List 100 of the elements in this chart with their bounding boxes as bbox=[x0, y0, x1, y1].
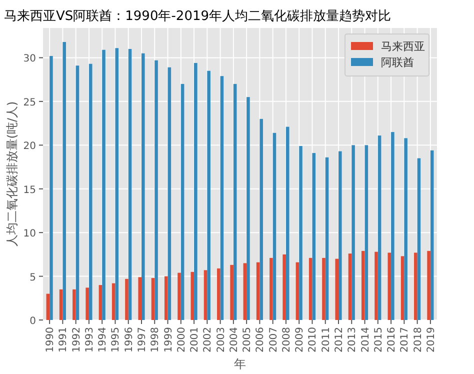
y-axis-title: 人均二氧化碳排放量(吨/人) bbox=[5, 101, 19, 247]
x-tick-label: 1999 bbox=[163, 327, 174, 352]
y-tick-label: 25 bbox=[23, 97, 36, 108]
x-tick-label: 2014 bbox=[360, 327, 372, 352]
bar bbox=[76, 66, 80, 320]
x-axis-title: 年 bbox=[234, 357, 246, 371]
x-tick-label: 2015 bbox=[373, 327, 384, 352]
bar bbox=[180, 84, 184, 320]
x-tick-label: 1994 bbox=[98, 327, 109, 352]
bar bbox=[272, 132, 276, 320]
x-tick-label: 2005 bbox=[242, 327, 254, 352]
bar bbox=[62, 42, 66, 320]
bar bbox=[256, 262, 260, 320]
x-tick-label: 1996 bbox=[124, 327, 135, 352]
chart-title: 马来西亚VS阿联酋：1990年-2019年人均二氧化碳排放量趋势对比 bbox=[4, 9, 392, 24]
bar bbox=[246, 97, 250, 320]
bar bbox=[374, 252, 378, 320]
bar bbox=[348, 254, 352, 320]
x-tick-label: 2019 bbox=[426, 327, 437, 352]
bar bbox=[168, 67, 172, 320]
bar bbox=[296, 262, 300, 320]
bar bbox=[270, 258, 273, 320]
x-tick-label: 2017 bbox=[400, 327, 411, 352]
x-tick-label: 2004 bbox=[228, 327, 240, 352]
bar bbox=[190, 272, 194, 320]
bar bbox=[59, 289, 63, 320]
bar bbox=[361, 250, 365, 320]
bar bbox=[154, 60, 158, 320]
bar bbox=[178, 272, 181, 320]
legend-label: 马来西亚 bbox=[381, 40, 425, 53]
x-tick-label: 1998 bbox=[150, 327, 162, 352]
bar bbox=[138, 277, 142, 320]
bar bbox=[88, 64, 92, 320]
x-tick-label: 2011 bbox=[320, 327, 332, 352]
x-tick-label: 2009 bbox=[294, 327, 306, 352]
x-tick-label: 2001 bbox=[190, 327, 201, 352]
bar bbox=[164, 276, 168, 320]
y-tick-label: 10 bbox=[23, 228, 36, 240]
bar bbox=[102, 50, 106, 320]
x-tick-label: 1991 bbox=[58, 327, 70, 352]
bar bbox=[400, 256, 404, 320]
bar bbox=[243, 263, 247, 320]
bar bbox=[378, 136, 382, 320]
x-tick-label: 2006 bbox=[255, 327, 266, 352]
bar bbox=[233, 84, 237, 320]
y-tick-label: 30 bbox=[23, 54, 36, 65]
bar bbox=[86, 288, 89, 320]
legend-label: 阿联酋 bbox=[381, 56, 414, 69]
bar bbox=[220, 76, 224, 320]
bar bbox=[72, 289, 76, 320]
x-tick-label: 1997 bbox=[137, 327, 148, 352]
bar bbox=[308, 258, 312, 320]
bar bbox=[204, 270, 208, 320]
bar bbox=[391, 132, 394, 320]
bar bbox=[417, 158, 421, 320]
x-tick-label: 2018 bbox=[412, 327, 424, 352]
x-tick-label: 2010 bbox=[308, 327, 319, 352]
x-tick-label: 2003 bbox=[216, 327, 227, 352]
y-tick-label: 0 bbox=[30, 316, 36, 327]
x-tick-label: 2016 bbox=[386, 327, 398, 352]
x-tick-label: 2007 bbox=[268, 327, 280, 352]
bar bbox=[207, 70, 210, 320]
bar bbox=[125, 278, 128, 320]
x-tick-label: 2012 bbox=[334, 327, 345, 352]
bar bbox=[115, 48, 119, 320]
bar bbox=[338, 151, 342, 320]
bar bbox=[286, 126, 290, 320]
bar bbox=[322, 258, 326, 320]
x-tick-label: 1995 bbox=[110, 327, 122, 352]
bar bbox=[414, 252, 418, 320]
bar bbox=[335, 258, 338, 320]
bar bbox=[112, 283, 116, 320]
bar bbox=[46, 294, 50, 320]
x-tick-label: 1990 bbox=[45, 327, 56, 352]
bar bbox=[388, 252, 392, 320]
x-tick-label: 2008 bbox=[281, 327, 292, 352]
x-tick-label: 2002 bbox=[202, 327, 214, 352]
bar bbox=[404, 138, 408, 320]
bar bbox=[128, 48, 132, 320]
bar bbox=[142, 53, 145, 320]
bar bbox=[194, 62, 198, 320]
y-tick-label: 15 bbox=[23, 184, 36, 196]
bar bbox=[312, 153, 316, 320]
bar bbox=[230, 264, 234, 320]
bar bbox=[325, 157, 329, 320]
x-tick-label: 2000 bbox=[176, 327, 188, 352]
y-tick-label: 20 bbox=[23, 141, 36, 152]
bar bbox=[352, 145, 355, 320]
bar bbox=[217, 268, 220, 320]
bar bbox=[98, 285, 102, 320]
bar bbox=[427, 250, 430, 320]
bar bbox=[151, 278, 155, 320]
x-tick-label: 2013 bbox=[347, 327, 358, 352]
bar bbox=[50, 56, 53, 320]
bar bbox=[364, 145, 368, 320]
x-tick-label: 1993 bbox=[84, 327, 96, 352]
y-tick-label: 5 bbox=[30, 272, 36, 284]
bar bbox=[260, 118, 263, 320]
bar bbox=[299, 146, 302, 320]
bar bbox=[430, 150, 434, 320]
